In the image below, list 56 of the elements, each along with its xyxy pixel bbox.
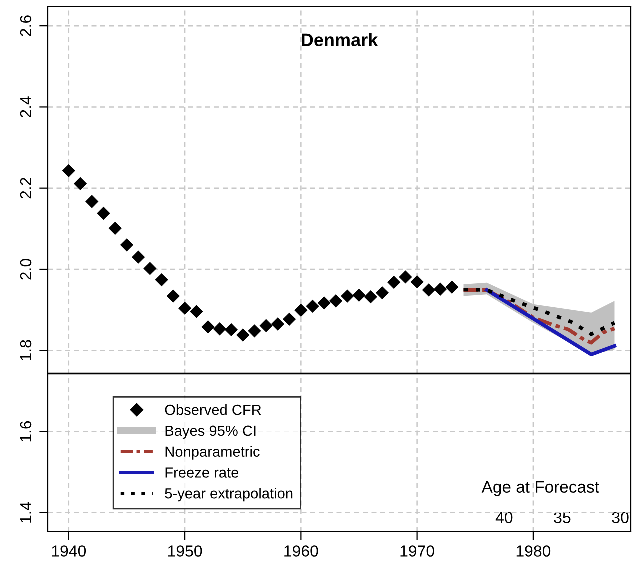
- point: [387, 276, 401, 290]
- point: [399, 270, 412, 284]
- y-tick-label: 2.2: [20, 178, 32, 199]
- legend-label: Freeze rate: [166, 468, 239, 478]
- point: [74, 177, 88, 190]
- x-tick-label: 1940: [52, 546, 86, 557]
- point: [86, 195, 99, 208]
- point: [248, 324, 262, 338]
- point: [364, 290, 378, 304]
- point: [155, 273, 168, 287]
- point: [294, 304, 308, 318]
- x-tick-label: 1970: [400, 546, 434, 557]
- point: [376, 286, 390, 300]
- point: [236, 328, 250, 342]
- y-tick-label: 2.0: [20, 259, 32, 280]
- x2-tick-label: 40: [496, 512, 513, 524]
- point: [434, 282, 448, 296]
- legend-label: Bayes 95% CI: [166, 426, 256, 440]
- point: [202, 320, 215, 334]
- point: [260, 319, 273, 332]
- point: [446, 280, 459, 294]
- point: [132, 250, 146, 264]
- point: [213, 322, 226, 336]
- x2-axis-title: Age at Forecast: [482, 481, 600, 496]
- point: [144, 262, 157, 276]
- point: [318, 296, 331, 310]
- point: [178, 302, 192, 316]
- legend-label: Nonparametric: [166, 446, 260, 460]
- legend-label: 5-year extrapolation: [165, 488, 293, 502]
- point: [62, 164, 76, 178]
- text: Denmark: [302, 33, 378, 47]
- point: [341, 290, 354, 303]
- point: [108, 222, 122, 236]
- legend-label: Observed CFR: [165, 404, 262, 416]
- point: [190, 305, 204, 318]
- point: [166, 290, 180, 303]
- point: [352, 288, 366, 302]
- point: [120, 238, 134, 252]
- point: [282, 312, 296, 326]
- y-tick-label: 1.6: [20, 421, 32, 442]
- y-tick-label: 2.4: [20, 96, 32, 118]
- y-tick-label: 1.8: [20, 340, 32, 361]
- x-tick-label: 1980: [516, 546, 551, 557]
- x-tick-label: 1960: [284, 546, 318, 557]
- point: [224, 323, 238, 337]
- y-tick-label: 2.6: [20, 16, 32, 36]
- point: [329, 294, 343, 308]
- x-tick-label: 1950: [168, 546, 202, 557]
- line-series: [462, 288, 617, 345]
- point: [410, 275, 424, 289]
- y-tick-label: 1.4: [20, 502, 32, 523]
- line-series: [462, 288, 617, 336]
- point: [422, 284, 436, 297]
- point: [97, 206, 110, 220]
- point: [306, 300, 320, 314]
- point: [271, 318, 285, 331]
